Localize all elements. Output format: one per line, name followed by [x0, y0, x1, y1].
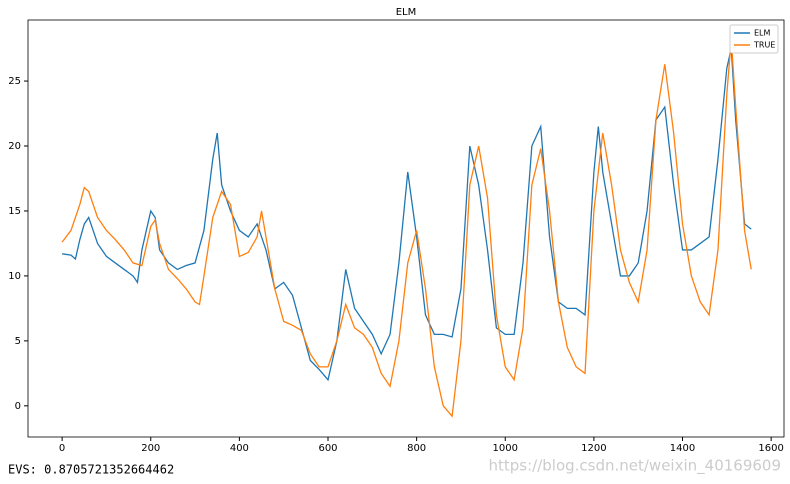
- series-line: [61, 39, 752, 418]
- x-tick-label: 0: [59, 443, 65, 454]
- y-tick-label: 20: [8, 141, 21, 152]
- y-tick-label: 10: [8, 271, 21, 282]
- legend-box: [729, 24, 779, 54]
- x-tick-label: 400: [230, 443, 249, 454]
- y-tick-label: 5: [15, 336, 21, 347]
- series-line: [62, 48, 752, 382]
- legend-label: TRUE: [753, 41, 775, 50]
- x-tick-label: 1000: [493, 443, 518, 454]
- y-tick-label: 15: [8, 206, 21, 217]
- x-tick-label: 600: [318, 443, 337, 454]
- x-tick-label: 200: [141, 443, 160, 454]
- legend-label: ELM: [754, 29, 771, 38]
- x-tick-label: 1600: [758, 443, 783, 454]
- chart-title: ELM: [396, 7, 417, 18]
- watermark: https://blog.csdn.net/weixin_40169609: [488, 457, 781, 476]
- y-tick-label: 0: [15, 401, 21, 412]
- y-tick-label: 25: [8, 76, 21, 87]
- caption: EVS: 0.8705721352664462: [8, 463, 174, 477]
- plot-frame: [27, 19, 785, 438]
- x-tick-label: 1200: [581, 443, 606, 454]
- x-tick-label: 1400: [670, 443, 695, 454]
- x-tick-label: 800: [407, 443, 426, 454]
